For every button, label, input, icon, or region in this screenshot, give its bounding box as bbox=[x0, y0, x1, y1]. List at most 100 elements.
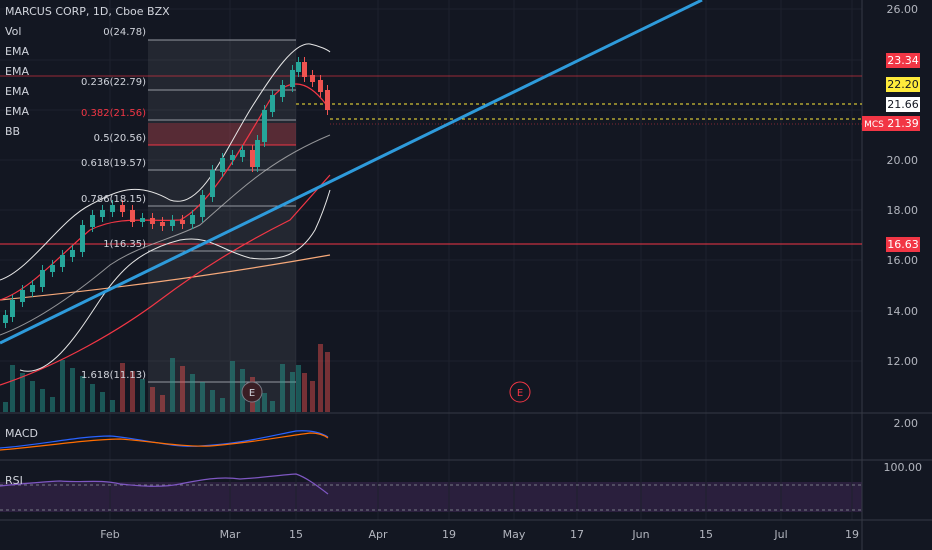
candle-body bbox=[230, 155, 235, 160]
volume-bar bbox=[270, 401, 275, 412]
candle-body bbox=[302, 62, 307, 77]
macd-label: MACD bbox=[5, 427, 38, 440]
rsi-band bbox=[0, 482, 862, 512]
badge-22-20-text: 22.20 bbox=[887, 78, 919, 91]
indicator-ema[interactable]: EMA bbox=[5, 85, 29, 98]
volume-bar bbox=[230, 361, 235, 412]
rsi-line bbox=[0, 473, 329, 495]
volume-bar bbox=[130, 371, 135, 412]
candle-body bbox=[255, 140, 260, 167]
fib-label-0618: 0.618(19.57) bbox=[81, 158, 146, 169]
candle-body bbox=[130, 210, 135, 222]
ema-short bbox=[0, 134, 331, 336]
time-label: Jun bbox=[631, 528, 649, 541]
candle-body bbox=[160, 222, 165, 226]
price-tick: 18.00 bbox=[887, 204, 919, 217]
volume-bar bbox=[140, 379, 145, 412]
candle-body bbox=[250, 150, 255, 167]
badge-16-63-text: 16.63 bbox=[887, 238, 919, 251]
price-tick: 12.00 bbox=[887, 355, 919, 368]
macd-signal bbox=[0, 432, 329, 451]
rsi-pane[interactable]: RSI bbox=[0, 473, 862, 511]
candlesticks[interactable] bbox=[3, 57, 330, 328]
indicator-ema[interactable]: EMA bbox=[5, 45, 29, 58]
price-tick: 14.00 bbox=[887, 305, 919, 318]
volume-bar bbox=[80, 376, 85, 412]
rsi-label: RSI bbox=[5, 474, 23, 487]
candle-body bbox=[20, 290, 25, 302]
candle-body bbox=[80, 225, 85, 252]
volume-bar bbox=[10, 365, 15, 412]
fib-label-1: 1(16.35) bbox=[103, 239, 146, 250]
volume-bar bbox=[200, 382, 205, 412]
candle-body bbox=[200, 195, 205, 217]
candle-body bbox=[110, 205, 115, 212]
candle-body bbox=[100, 210, 105, 217]
grid bbox=[0, 0, 862, 520]
volume-bar bbox=[290, 372, 295, 412]
volume-bar bbox=[190, 374, 195, 412]
volume-bar bbox=[60, 360, 65, 412]
time-axis[interactable]: Feb Mar 15 Apr 19 May 17 Jun 15 Jul 19 bbox=[100, 528, 859, 541]
time-label: Mar bbox=[220, 528, 241, 541]
price-tick: 26.00 bbox=[887, 3, 919, 16]
ema-long bbox=[0, 254, 331, 301]
earnings-label: E bbox=[249, 388, 255, 399]
volume-bar bbox=[318, 344, 323, 412]
candle-body bbox=[40, 270, 45, 287]
volume-bar bbox=[310, 381, 315, 412]
volume-bar bbox=[40, 389, 45, 412]
indicator-ema[interactable]: EMA bbox=[5, 105, 29, 118]
candle-body bbox=[180, 220, 185, 224]
badge-ticker bbox=[862, 116, 886, 131]
time-label: 19 bbox=[442, 528, 456, 541]
volume-bar bbox=[160, 395, 165, 412]
candle-body bbox=[140, 218, 145, 222]
badge-last-price-text: 21.39 bbox=[887, 117, 919, 130]
volume-bar bbox=[100, 392, 105, 412]
time-label: 19 bbox=[845, 528, 859, 541]
time-label: May bbox=[503, 528, 526, 541]
time-label: 15 bbox=[699, 528, 713, 541]
legend-overlay: MARCUS CORP, 1D, Cboe BZX Vol EMA EMA EM… bbox=[5, 2, 170, 142]
price-badges: 23.34 22.20 21.66 MCS 21.39 16.63 bbox=[862, 53, 920, 252]
time-label: Jul bbox=[773, 528, 787, 541]
volume-bar bbox=[120, 363, 125, 412]
candle-body bbox=[262, 110, 267, 142]
badge-16-63 bbox=[886, 237, 920, 252]
volume-bar bbox=[50, 397, 55, 412]
macd-pane[interactable]: MACD bbox=[0, 427, 329, 451]
trendline[interactable] bbox=[0, 0, 703, 345]
candle-body bbox=[310, 75, 315, 82]
fib-label-0382: 0.382(21.56) bbox=[81, 108, 146, 119]
volume-bar bbox=[262, 393, 267, 412]
volume-bar bbox=[30, 381, 35, 412]
candle-body bbox=[220, 158, 225, 172]
badge-22-20 bbox=[886, 77, 920, 92]
indicator-vol[interactable]: Vol bbox=[5, 25, 22, 38]
volume-bar bbox=[210, 390, 215, 412]
indicator-ema[interactable]: EMA bbox=[5, 65, 29, 78]
main-pane[interactable] bbox=[0, 0, 862, 412]
symbol-title[interactable]: MARCUS CORP, 1D, Cboe BZX bbox=[5, 5, 170, 18]
bb-lower bbox=[19, 189, 331, 372]
indicator-bb[interactable]: BB bbox=[5, 125, 21, 138]
earnings-marker-upcoming[interactable]: E bbox=[509, 381, 531, 403]
earnings-label: E bbox=[517, 388, 523, 399]
volume-bar bbox=[302, 373, 307, 412]
candle-body bbox=[280, 85, 285, 97]
fib-label-0786: 0.786(18.15) bbox=[81, 194, 146, 205]
price-axis[interactable]: 26.00 20.00 18.00 16.00 14.00 12.00 2.00… bbox=[884, 3, 923, 474]
candle-body bbox=[210, 170, 215, 197]
bb-upper bbox=[0, 43, 331, 281]
volume-bar bbox=[180, 366, 185, 412]
time-label: Apr bbox=[368, 528, 388, 541]
time-label: Feb bbox=[100, 528, 119, 541]
volume-bar bbox=[220, 398, 225, 412]
candle-body bbox=[3, 315, 8, 323]
candle-body bbox=[170, 220, 175, 226]
candle-body bbox=[270, 95, 275, 112]
earnings-marker[interactable]: E bbox=[241, 381, 263, 403]
ema-mid bbox=[0, 174, 331, 386]
